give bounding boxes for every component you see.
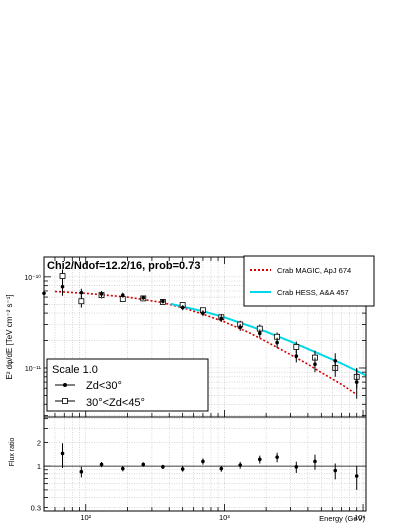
- ratio-tick-label: 1: [37, 462, 41, 471]
- zd-low-point-marker: [238, 325, 243, 330]
- ratio-grid: [43, 417, 366, 511]
- ratio-point-marker: [257, 457, 262, 462]
- zd-low-point-marker: [180, 305, 185, 310]
- ratio-y-tick-labels: 0.3 1 2: [31, 438, 41, 512]
- ratio-tick-label: 2: [37, 438, 41, 447]
- x-tick-label: 10²: [80, 513, 91, 522]
- hess-legend-label: Crab HESS, A&A 457: [277, 288, 349, 297]
- ratio-axis-ticks: [43, 418, 364, 511]
- y-tick-label: 10⁻¹¹: [25, 366, 42, 373]
- model-legend-box: [243, 255, 375, 307]
- legend-header: Scale 1.0: [52, 364, 98, 376]
- zd-low-point-marker: [354, 380, 359, 384]
- zd-low-point-marker: [201, 311, 205, 315]
- zd-high-legend-marker: [62, 398, 68, 404]
- zd-high-point-marker: [293, 344, 300, 350]
- zd-low-point-marker: [79, 290, 84, 295]
- x-tick-label: 10³: [219, 513, 230, 522]
- ratio-point-marker: [313, 459, 317, 464]
- ratio-point-marker: [294, 465, 299, 469]
- dataset-legend: Scale 1.0 Zd<30° 30°<Zd<45°: [46, 358, 209, 412]
- zd-low-point-marker: [161, 299, 165, 304]
- ratio-data-points: [60, 443, 359, 490]
- zd-low-legend-label: Zd<30°: [86, 380, 122, 392]
- zd-low-point-marker: [99, 292, 104, 296]
- zd-low-point-marker: [120, 293, 125, 297]
- ratio-point-marker: [238, 463, 243, 467]
- zd-low-point-marker: [294, 354, 299, 358]
- ratio-point-marker: [120, 466, 125, 471]
- zd-low-point-marker: [60, 284, 65, 289]
- zd-low-point-marker: [141, 295, 146, 300]
- zd-high-point-marker: [78, 298, 85, 305]
- x-tick-labels: 10² 10³ 10⁴: [80, 513, 365, 522]
- zd-low-point-marker: [219, 316, 224, 321]
- ratio-axis-label: Flux ratio: [9, 438, 16, 467]
- zd-low-point-marker: [333, 358, 338, 363]
- ratio-frame: [43, 416, 367, 512]
- ratio-point-marker: [219, 466, 224, 471]
- zd-low-point-marker: [313, 362, 317, 367]
- zd-high-legend-label: 30°<Zd<45°: [86, 397, 145, 409]
- ratio-point-marker: [354, 474, 359, 478]
- ratio-point-marker: [99, 462, 104, 467]
- ratio-point-marker: [161, 465, 165, 469]
- ratio-point-marker: [180, 467, 185, 471]
- magic-legend-label: Crab MAGIC, ApJ 674: [277, 266, 351, 275]
- zd-low-legend-marker: [63, 383, 67, 387]
- ratio-panel: 0.3 1 2 10² 10³ 10⁴ Flux ratio Energy (GeV): [9, 416, 367, 523]
- zd-low-point-marker: [257, 331, 262, 336]
- y-axis-label: E² dφ/dE [TeV cm⁻² s⁻¹]: [5, 294, 14, 379]
- ratio-point-marker: [79, 469, 84, 474]
- model-legend: Crab MAGIC, ApJ 674 Crab HESS, A&A 457: [243, 255, 375, 307]
- spectrum-y-tick-labels: 10⁻¹⁰ 10⁻¹¹: [24, 274, 41, 373]
- x-tick-label: 10⁴: [354, 513, 366, 522]
- y-tick-label: 10⁻¹⁰: [24, 274, 41, 282]
- ratio-point-marker: [201, 459, 205, 464]
- ratio-point-marker: [141, 462, 146, 467]
- chart-title: Chi2/Ndof=12.2/16, prob=0.73: [47, 260, 200, 272]
- x-axis-label: Energy (GeV): [319, 514, 365, 523]
- ratio-point-marker: [60, 451, 65, 456]
- ratio-point-marker: [333, 468, 338, 473]
- ratio-tick-label: 0.3: [31, 503, 41, 512]
- ratio-point-marker: [275, 455, 279, 459]
- zd-low-point-marker: [275, 340, 279, 345]
- zd-high-point-marker: [59, 273, 66, 279]
